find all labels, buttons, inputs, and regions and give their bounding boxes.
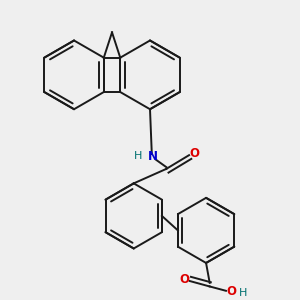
Text: H: H (239, 288, 247, 298)
Text: H: H (134, 151, 142, 161)
Text: O: O (179, 273, 189, 286)
Text: O: O (190, 147, 200, 160)
Text: N: N (148, 151, 158, 164)
Text: O: O (226, 285, 236, 298)
